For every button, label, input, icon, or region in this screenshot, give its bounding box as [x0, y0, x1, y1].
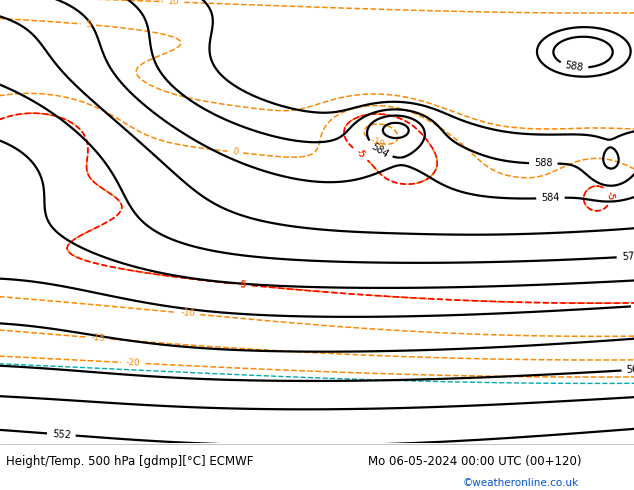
Text: -20: -20 [126, 358, 141, 368]
Text: ©weatheronline.co.uk: ©weatheronline.co.uk [463, 478, 579, 488]
Text: 584: 584 [370, 141, 391, 159]
Text: 560: 560 [626, 364, 634, 375]
Text: -15: -15 [90, 333, 105, 343]
Text: Height/Temp. 500 hPa [gdmp][°C] ECMWF: Height/Temp. 500 hPa [gdmp][°C] ECMWF [6, 455, 254, 467]
Text: 588: 588 [564, 60, 584, 74]
Text: -5: -5 [237, 280, 247, 290]
Text: 584: 584 [541, 193, 560, 203]
Text: -5: -5 [354, 147, 366, 160]
Text: -10: -10 [369, 136, 386, 149]
Text: 0: 0 [232, 147, 238, 157]
Text: 10: 10 [168, 0, 179, 7]
Text: 576: 576 [621, 251, 634, 262]
Text: -5: -5 [354, 147, 366, 160]
Text: 5: 5 [85, 20, 91, 29]
Text: -5: -5 [604, 191, 615, 201]
Text: -5: -5 [604, 191, 615, 201]
Text: 552: 552 [51, 429, 71, 440]
Text: -5: -5 [237, 280, 247, 290]
Text: -10: -10 [180, 308, 196, 318]
Text: 588: 588 [534, 158, 553, 169]
Text: Mo 06-05-2024 00:00 UTC (00+120): Mo 06-05-2024 00:00 UTC (00+120) [368, 455, 581, 467]
